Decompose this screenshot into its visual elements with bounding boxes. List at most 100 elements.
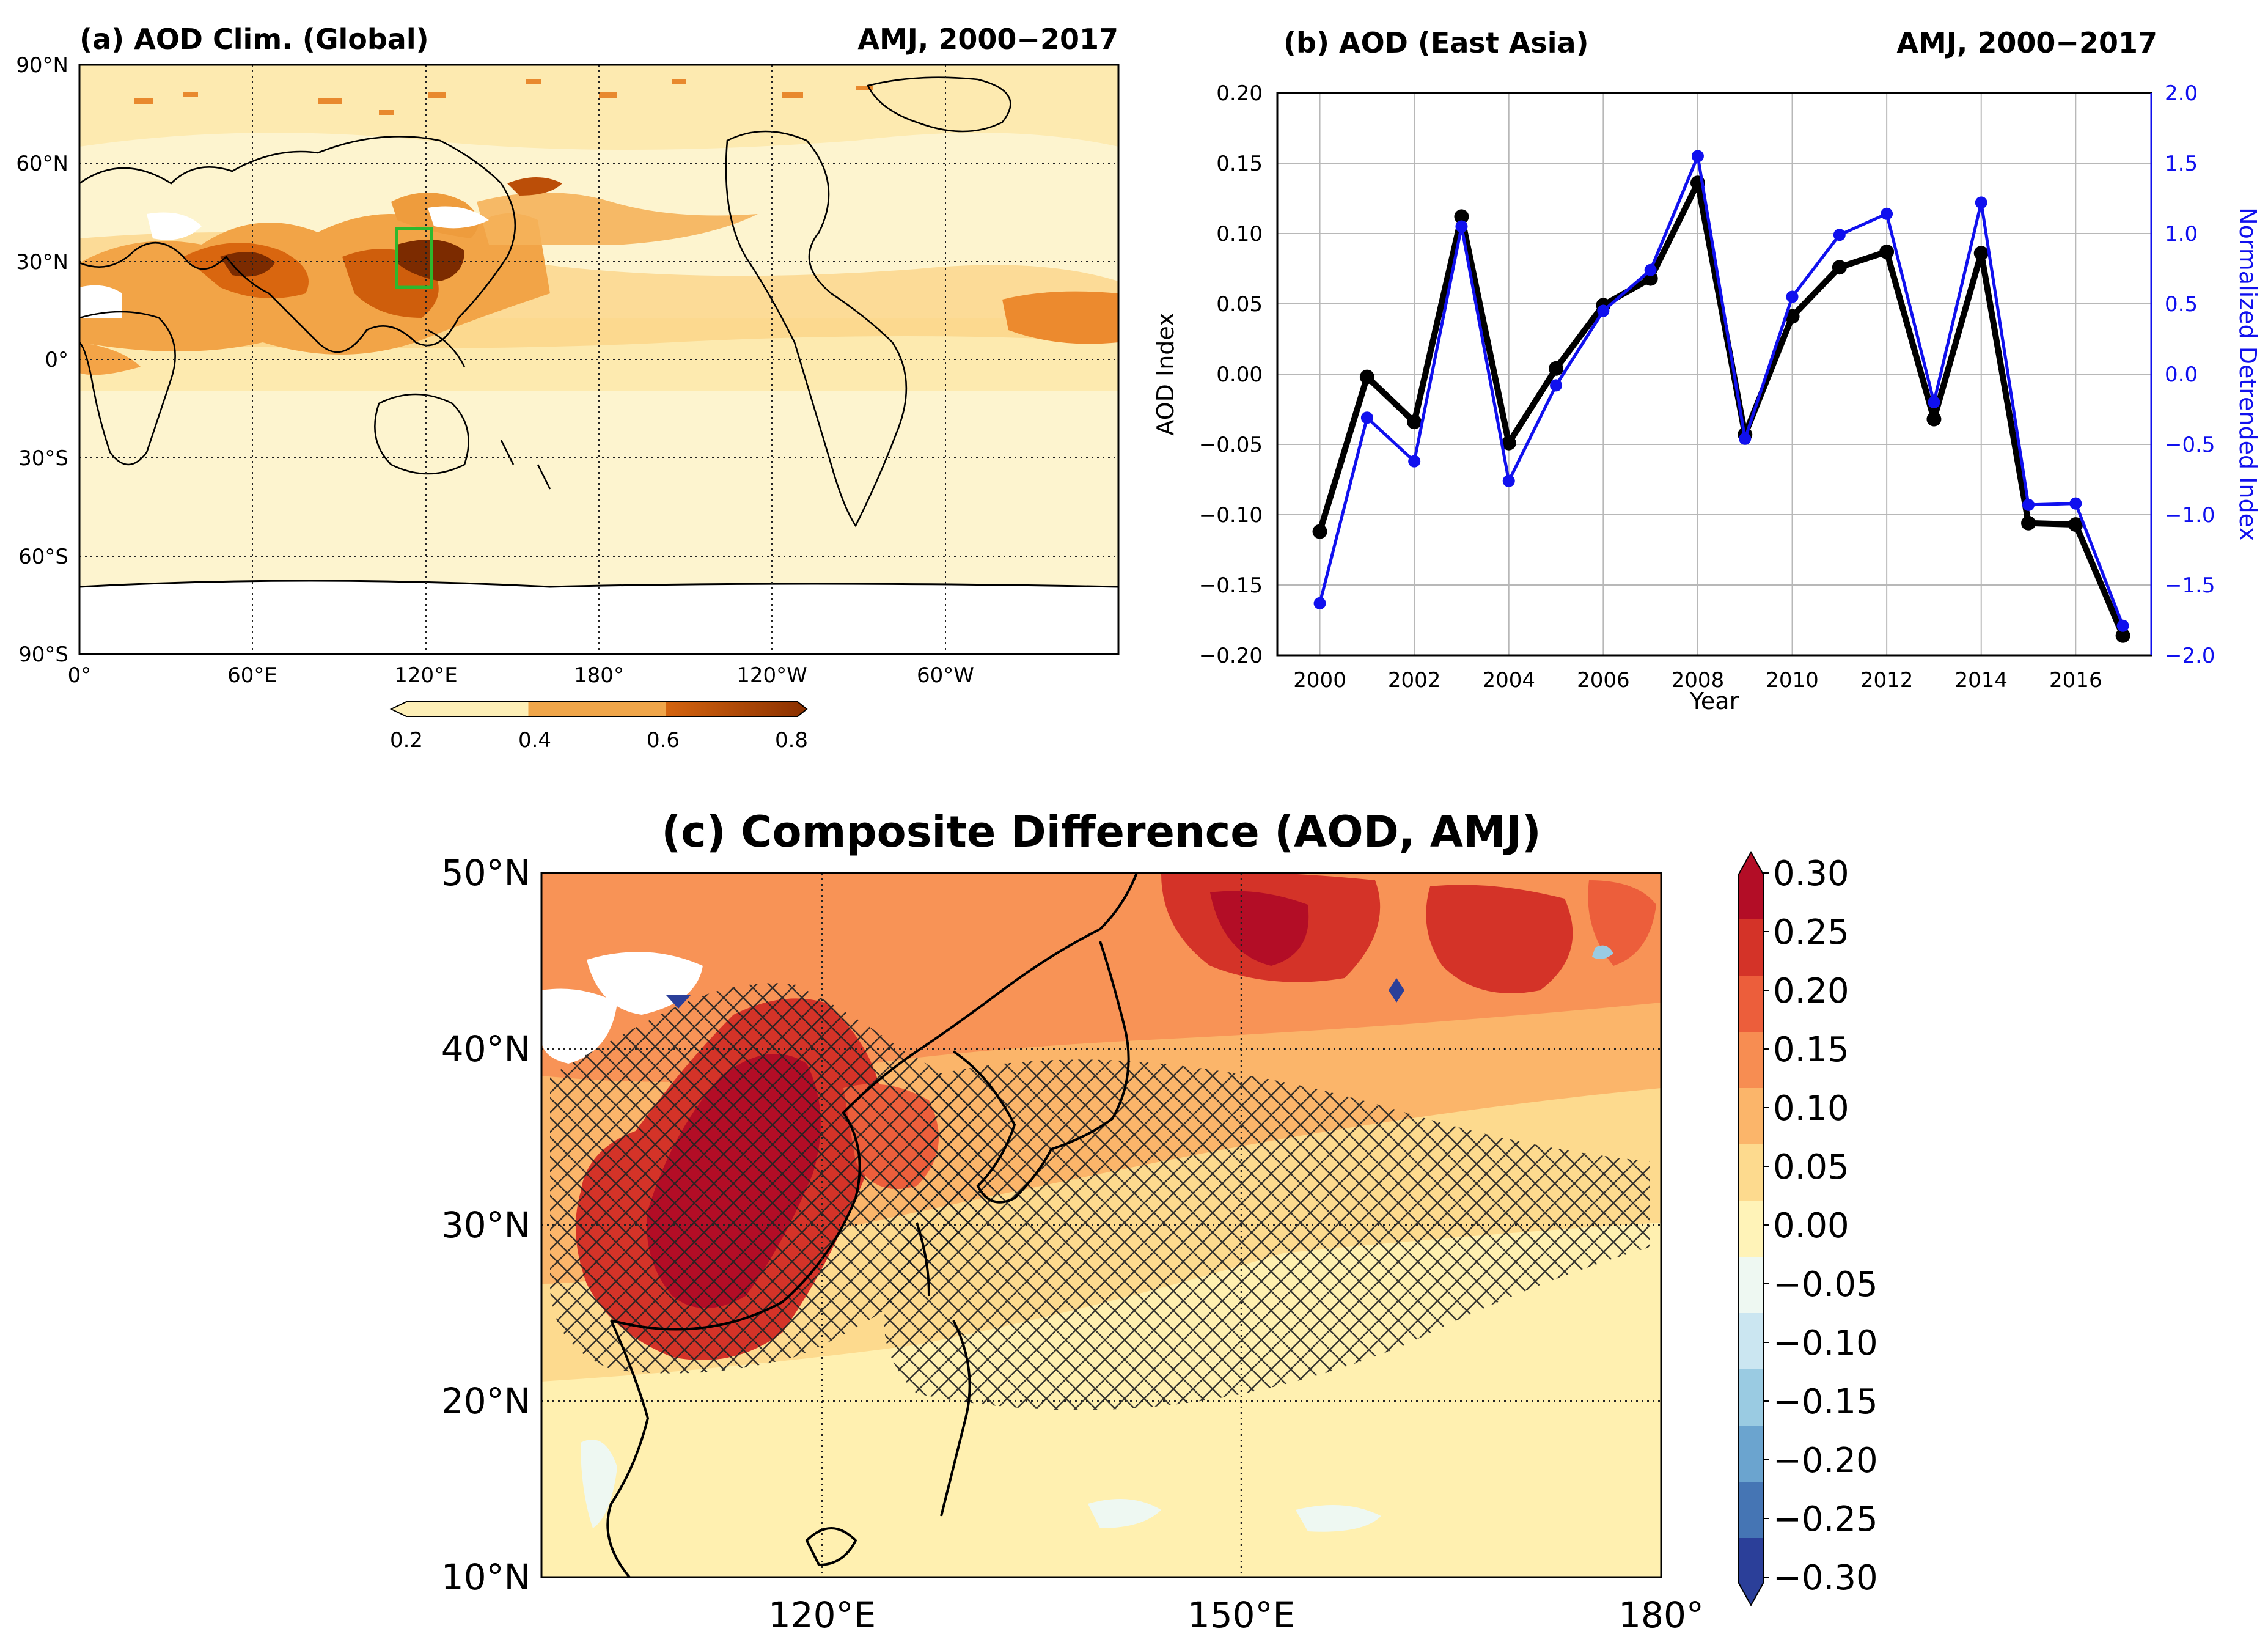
panel-b-subtitle: AMJ, 2000−2017 (1896, 26, 2157, 59)
colorbar-segment (1739, 1144, 1763, 1201)
panel-c-title: (c) Composite Difference (AOD, AMJ) (661, 807, 1541, 857)
panel-b-series (1312, 150, 2130, 643)
panel-a-ytick: 30°N (16, 250, 68, 274)
panel-c-colorbar-label: −0.10 (1773, 1323, 1878, 1363)
panel-a-ytick: 90°N (16, 53, 68, 78)
panel-b-y2tick: 1.5 (2165, 152, 2198, 176)
normalized-index-point (1691, 150, 1704, 163)
normalized-index-point (1502, 474, 1515, 487)
normalized-index-point (1739, 432, 1752, 445)
panel-a-ytick: 30°S (18, 446, 68, 471)
panel-c-colorbar-label: 0.00 (1773, 1206, 1849, 1246)
panel-b-ytick: 0.05 (1216, 292, 1263, 317)
colorbar-segment (1739, 1201, 1763, 1257)
aod-index-point (1879, 244, 1895, 259)
normalized-index-point (1597, 304, 1610, 317)
panel-b-ytick: 0.15 (1216, 152, 1263, 176)
normalized-index-point (1928, 396, 1940, 408)
panel-c-colorbar-label: 0.30 (1773, 854, 1849, 894)
aod-index-point (1454, 209, 1469, 224)
panel-b-y2tick: 0.5 (2165, 292, 2198, 317)
panel-a-xtick: 60°W (917, 663, 974, 688)
panel-a-xtick: 180° (574, 663, 624, 688)
panel-b-xtick: 2012 (1860, 668, 1914, 693)
normalized-index-point (1360, 411, 1373, 424)
normalized-index-point (2069, 497, 2082, 510)
normalized-index-point (1455, 220, 1468, 233)
colorbar-segment (1739, 1426, 1763, 1482)
panel-c-colorbar: 0.30 0.25 0.20 0.15 0.10 0.05 0.00 −0.05 −0.10 −0… (1738, 850, 1878, 1607)
panel-c-colorbar-label: −0.20 (1773, 1441, 1878, 1481)
panel-c-colorbar-label: −0.30 (1773, 1558, 1878, 1598)
aod-index-point (1407, 414, 1422, 430)
aod-index-point (1312, 524, 1327, 539)
panel-a-colorbar-tick: 0.6 (647, 728, 680, 753)
colorbar-segment (1739, 1482, 1763, 1539)
panel-b-xtick: 2016 (2049, 668, 2102, 693)
panel-a-xtick: 60°E (227, 663, 277, 688)
panel-b-xtick: 2014 (1954, 668, 2008, 693)
panel-b-y2tick: 1.0 (2165, 222, 2198, 246)
panel-c-ytick: 20°N (441, 1380, 530, 1422)
panel-c-colorbar-label: 0.20 (1773, 971, 1849, 1011)
panel-a-colorbar-tick: 0.8 (775, 728, 808, 753)
panel-a-ytick: 60°S (18, 545, 68, 569)
panel-b-ytick: 0.20 (1216, 81, 1263, 106)
panel-c-ytick: 40°N (441, 1028, 530, 1070)
panel-c-xtick: 150°E (1187, 1594, 1295, 1636)
normalized-index-point (1644, 263, 1657, 276)
aod-index-point (1549, 361, 1564, 376)
colorbar-segment (1739, 852, 1763, 919)
panel-c-colorbar-label: 0.05 (1773, 1147, 1849, 1187)
aod-index-point (1785, 309, 1800, 324)
panel-c-composite-map: (c) Composite Difference (AOD, AMJ) (441, 807, 1878, 1636)
panel-c-colorbar-label: 0.15 (1773, 1030, 1849, 1070)
panel-a-ytick: 90°S (18, 642, 68, 667)
panel-b-ytick: −0.10 (1199, 503, 1263, 528)
panel-a-ytick: 60°N (16, 152, 68, 176)
panel-c-ytick: 50°N (441, 852, 530, 894)
panel-b-xtick: 2010 (1766, 668, 1819, 693)
colorbar-outline (1738, 850, 1764, 1607)
aod-index-point (2068, 517, 2083, 532)
panel-a-xtick: 120°E (394, 663, 457, 688)
aod-index-line (1316, 180, 2126, 637)
aod-index-point (2115, 628, 2130, 643)
panel-b-xlabel: Year (1689, 688, 1739, 715)
panel-c-xtick: 120°E (768, 1594, 876, 1636)
aod-index-point (1973, 246, 1989, 261)
colorbar-segment (1739, 1538, 1763, 1605)
panel-c-map-field (541, 873, 1661, 1577)
colorbar-segment (1739, 1088, 1763, 1145)
panel-a-ytick: 0° (45, 348, 68, 372)
colorbar-segment (1739, 1257, 1763, 1314)
panel-a-colorbar: 0.2 0.4 0.6 0.8 (389, 701, 808, 753)
panel-a-colorbar-tick: 0.2 (390, 728, 423, 753)
panel-b-ytick: 0.00 (1216, 362, 1263, 387)
panel-c-colorbar-label: −0.25 (1773, 1500, 1878, 1539)
normalized-index-point (1881, 207, 1893, 220)
aod-index-point (1832, 260, 1847, 275)
normalized-index-point (1408, 455, 1421, 468)
panel-b-xtick: 2004 (1482, 668, 1535, 693)
panel-b-y2tick: −0.5 (2165, 433, 2215, 457)
colorbar-segment (1739, 976, 1763, 1032)
east-asia-box (395, 227, 433, 289)
panel-a-xtick: 120°W (736, 663, 807, 688)
panel-b-y2tick: 2.0 (2165, 81, 2198, 106)
panel-b-ytick: −0.20 (1199, 644, 1263, 668)
panel-b-xtick: 2008 (1672, 668, 1725, 693)
normalized-index-point (2022, 498, 2035, 511)
colorbar-segment (1739, 919, 1763, 976)
panel-c-colorbar-label: −0.15 (1773, 1382, 1878, 1422)
panel-b-ytick: −0.05 (1199, 433, 1263, 457)
panel-b-y2tick: −1.0 (2165, 503, 2215, 528)
panel-b-line-chart: (b) AOD (East Asia) AMJ, 2000−2017 0.20 … (1152, 26, 2261, 715)
panel-b-title: (b) AOD (East Asia) (1283, 26, 1589, 59)
panel-a-global-map: (a) AOD Clim. (Global) AMJ, 2000−2017 (16, 23, 1120, 753)
panel-c-colorbar-label: 0.10 (1773, 1089, 1849, 1128)
normalized-index-line (1318, 155, 2124, 627)
normalized-index-point (1786, 290, 1799, 303)
normalized-index-point (2116, 619, 2129, 632)
